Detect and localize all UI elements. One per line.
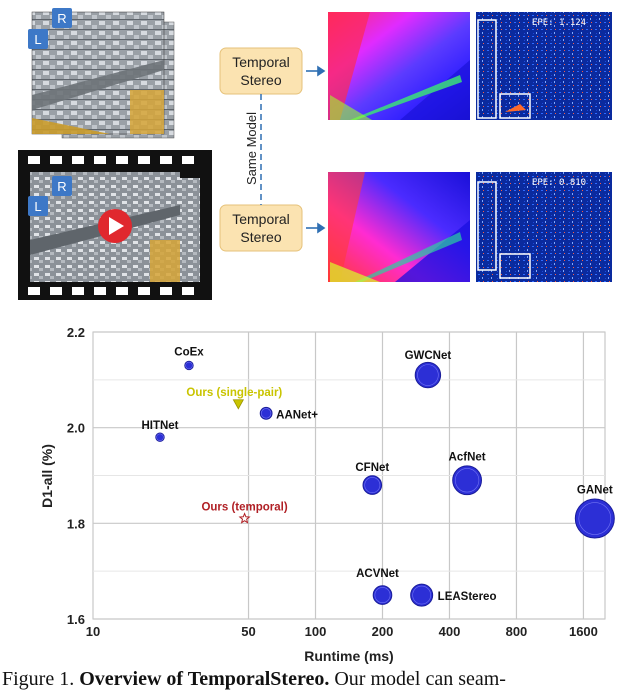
point-gwcnet-ring	[417, 364, 439, 386]
point-label-coex: CoEx	[174, 346, 204, 358]
left-badge-top-label: L	[34, 32, 41, 47]
point-label-acvnet: ACVNet	[356, 568, 399, 580]
point-acvnet-ring	[374, 587, 391, 604]
y-tick-label: 2.0	[67, 421, 85, 436]
point-acfnet	[452, 465, 482, 496]
module-bottom-line1: Temporal	[232, 211, 290, 227]
x-tick-label: 1600	[569, 624, 598, 639]
runtime-vs-d1-chart: 10 50 100 200 400 800 1600 1.6 1.8 2.0 2.2 CoEx HI…	[39, 325, 615, 664]
grid	[92, 331, 605, 620]
point-hitnet-ring	[156, 433, 164, 441]
point-leastereo-ring	[412, 585, 431, 605]
arrows	[306, 65, 326, 234]
point-leastereo	[410, 583, 434, 607]
right-badge-top-label: R	[57, 11, 66, 26]
left-badge-video	[28, 196, 48, 216]
point-label-leastereo: LEAStereo	[438, 591, 497, 603]
point-ganet	[574, 498, 615, 539]
disparity-top	[328, 12, 470, 120]
point-coex	[184, 360, 194, 371]
disparity-bottom	[328, 172, 470, 282]
film-strip: R L	[18, 150, 212, 300]
point-label-aanet: AANet+	[276, 409, 318, 421]
point-label-ours-temporal: Ours (temporal)	[201, 502, 287, 514]
module-top-line2: Stereo	[240, 72, 281, 88]
point-ours-single-pair	[232, 399, 245, 410]
module-top: Temporal Stereo	[219, 47, 303, 95]
x-tick-label: 800	[506, 624, 528, 639]
error-map-bottom: EPE: 0.810	[476, 172, 612, 282]
figure-caption: Figure 1. Overview of TemporalStereo. Ou…	[2, 668, 640, 691]
y-axis-ticks: 1.6 1.8 2.0 2.2	[67, 325, 85, 627]
point-gwcnet	[414, 361, 442, 389]
point-ganet-ring	[578, 502, 612, 535]
right-badge-video-label: R	[57, 179, 66, 194]
point-ours-temporal	[238, 512, 251, 524]
same-model-label: Same Model	[244, 112, 259, 185]
film-perforations-top	[28, 156, 194, 164]
point-label-ours-single-pair: Ours (single-pair)	[186, 387, 282, 399]
error-map-top: EPE: 1.124	[476, 12, 612, 120]
x-tick-label: 50	[241, 624, 255, 639]
point-acvnet	[372, 585, 393, 605]
left-badge-top	[28, 29, 48, 49]
point-aanet	[259, 406, 273, 420]
point-aanet-ring	[261, 408, 272, 419]
point-label-gwcnet: GWCNet	[405, 350, 452, 362]
caption-title: Overview of TemporalStereo.	[79, 668, 330, 690]
y-tick-label: 2.2	[67, 325, 85, 340]
point-cfnet-ring	[364, 477, 381, 493]
x-tick-label: 400	[439, 624, 461, 639]
point-cfnet	[362, 475, 383, 495]
point-label-ganet: GANet	[577, 485, 613, 497]
x-axis-ticks: 10 50 100 200 400 800 1600	[86, 624, 598, 639]
y-tick-label: 1.8	[67, 516, 85, 531]
y-tick-label: 1.6	[67, 612, 85, 627]
x-tick-label: 200	[372, 624, 394, 639]
point-coex-ring	[185, 361, 193, 370]
data-points: CoEx HITNet AANet+ GWCNet CFNet AcfNet GANet AC…	[141, 346, 615, 607]
left-badge-video-label: L	[34, 199, 41, 214]
x-axis-label: Runtime (ms)	[304, 648, 393, 664]
right-badge-top	[52, 8, 72, 28]
point-label-acfnet: AcfNet	[449, 451, 486, 463]
y-axis-label: D1-all (%)	[39, 444, 55, 508]
x-tick-label: 10	[86, 624, 100, 639]
epe-bottom: EPE: 0.810	[532, 178, 586, 188]
module-bottom: Temporal Stereo	[219, 204, 303, 252]
point-acfnet-ring	[454, 468, 480, 493]
module-bottom-line2: Stereo	[240, 229, 281, 245]
point-label-cfnet: CFNet	[355, 462, 389, 474]
caption-prefix: Figure 1.	[2, 668, 75, 690]
top-left-stereo-pair: R L	[28, 8, 175, 139]
point-hitnet	[155, 432, 165, 442]
point-label-hitnet: HITNet	[141, 420, 178, 432]
epe-top: EPE: 1.124	[532, 18, 586, 28]
x-tick-label: 100	[305, 624, 327, 639]
caption-rest: Our model can seam-	[334, 668, 506, 690]
right-badge-video	[52, 176, 72, 196]
film-perforations-bottom	[28, 287, 194, 295]
module-top-line1: Temporal	[232, 54, 290, 70]
